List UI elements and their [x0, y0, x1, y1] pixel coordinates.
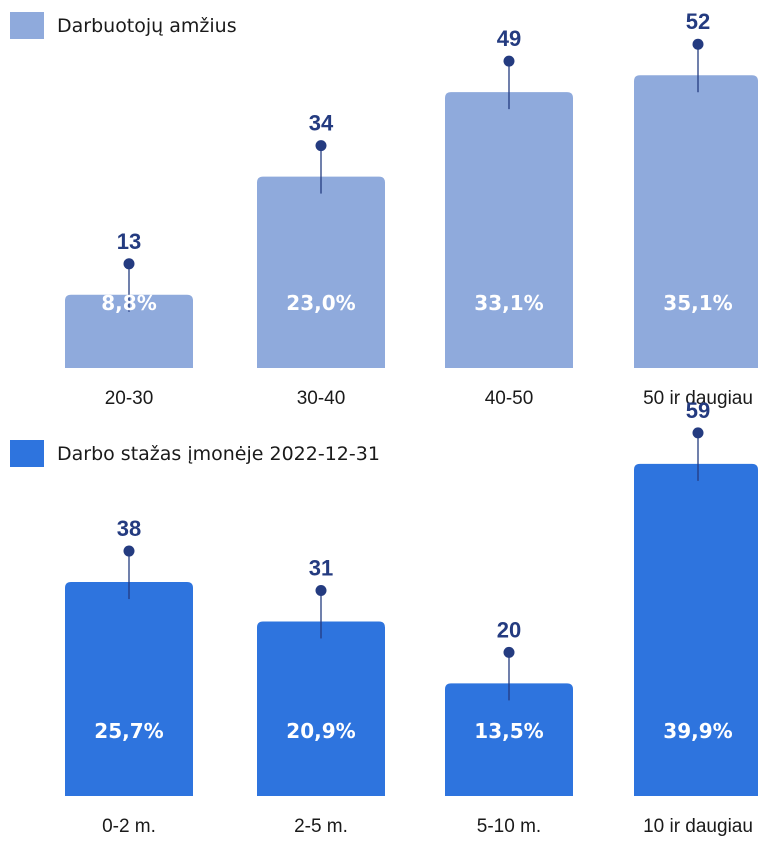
category-label: 50 ir daugiau — [643, 388, 753, 409]
bar — [257, 176, 385, 368]
percent-label: 23,0% — [286, 291, 355, 315]
age-plot: 13 8,8% 20-30 34 23,0% 30-40 49 33,1% 40-50 52 35,… — [65, 9, 758, 409]
bar — [65, 294, 193, 368]
tenure-legend-swatch — [10, 440, 44, 467]
category-label: 0-2 m. — [102, 816, 156, 837]
category-label: 30-40 — [297, 388, 346, 409]
value-label: 20 — [497, 617, 521, 642]
percent-label: 25,7% — [94, 719, 163, 743]
tenure-plot: 38 25,7% 0-2 m. 31 20,9% 2-5 m. 20 13,5% 5-10 m.… — [65, 398, 758, 837]
value-label: 34 — [309, 111, 334, 136]
value-label: 52 — [686, 9, 710, 34]
value-marker-dot — [123, 545, 135, 557]
value-marker-dot — [315, 140, 327, 152]
percent-label: 35,1% — [663, 291, 732, 315]
value-marker-dot — [503, 55, 515, 67]
value-marker-dot — [692, 38, 704, 50]
bar — [257, 621, 385, 796]
tenure-legend: Darbo stažas įmonėje 2022-12-31 — [10, 440, 380, 467]
percent-label: 13,5% — [474, 719, 543, 743]
value-label: 59 — [686, 398, 710, 423]
value-marker-dot — [503, 646, 515, 658]
percent-label: 33,1% — [474, 291, 543, 315]
category-label: 20-30 — [105, 388, 154, 409]
category-label: 5-10 m. — [477, 816, 541, 837]
tenure-chart: Darbo stažas įmonėje 2022-12-31 38 25,7% 0… — [0, 398, 758, 856]
value-label: 13 — [117, 229, 141, 254]
category-label: 40-50 — [485, 388, 534, 409]
percent-label: 20,9% — [286, 719, 355, 743]
category-label: 10 ir daugiau — [643, 816, 753, 837]
percent-label: 39,9% — [663, 719, 732, 743]
value-marker-dot — [123, 258, 135, 270]
percent-label: 8,8% — [101, 291, 156, 315]
category-label: 2-5 m. — [294, 816, 348, 837]
age-legend-label: Darbuotojų amžius — [57, 14, 237, 37]
value-marker-dot — [315, 584, 327, 596]
bar — [445, 92, 573, 368]
bar — [634, 463, 758, 796]
value-marker-dot — [692, 427, 704, 439]
tenure-legend-label: Darbo stažas įmonėje 2022-12-31 — [57, 442, 380, 465]
bar — [634, 75, 758, 369]
age-legend: Darbuotojų amžius — [10, 12, 237, 39]
value-label: 31 — [309, 555, 333, 580]
bar — [445, 683, 573, 796]
value-label: 38 — [117, 516, 141, 541]
value-label: 49 — [497, 26, 521, 51]
age-legend-swatch — [10, 12, 44, 39]
bar — [65, 582, 193, 796]
age-chart: Darbuotojų amžius 13 8,8% 20-30 34 23,0% 30-4… — [10, 9, 758, 409]
